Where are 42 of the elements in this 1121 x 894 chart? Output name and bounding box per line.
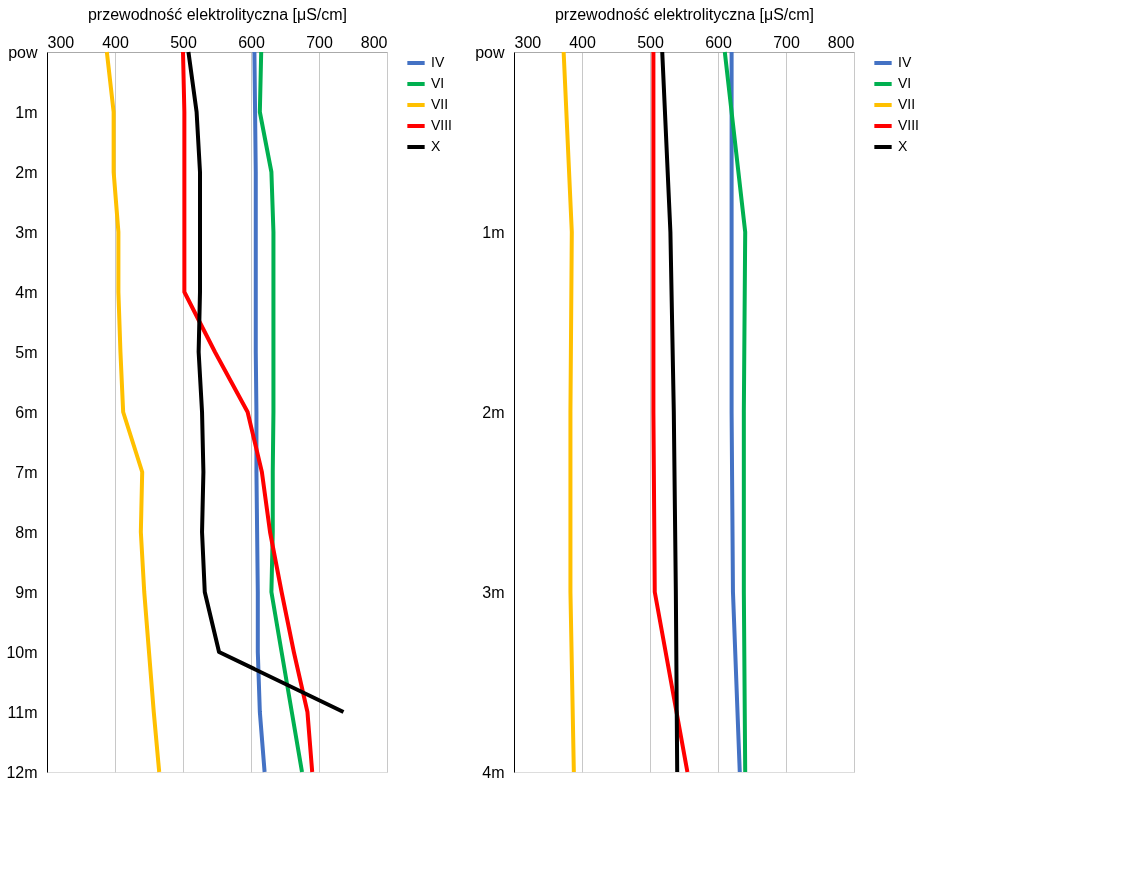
legend-label: VII	[431, 96, 449, 112]
y-tick-label: 2m	[482, 403, 505, 421]
y-tick-label: pow	[475, 43, 505, 61]
y-tick-label: pow	[8, 43, 38, 61]
y-tick-label: 12m	[6, 763, 38, 781]
y-tick-label: 7m	[15, 463, 38, 481]
x-tick-label: 700	[773, 33, 800, 51]
y-tick-label: 3m	[15, 223, 38, 241]
x-axis-title: przewodność elektrolityczna [μS/cm]	[87, 5, 348, 23]
y-tick-label: 11m	[7, 703, 38, 721]
y-tick-label: 8m	[15, 523, 38, 541]
legend-label: IV	[898, 54, 912, 70]
x-tick-label: 600	[238, 33, 265, 51]
x-tick-label: 300	[47, 33, 75, 51]
y-tick-label: 2m	[15, 163, 38, 181]
y-tick-label: 1m	[482, 223, 505, 241]
legend-label: VIII	[898, 117, 920, 133]
y-tick-label: 9m	[15, 583, 38, 601]
x-tick-label: 800	[360, 33, 388, 51]
legend-label: VIII	[431, 117, 453, 133]
x-tick-label: 400	[569, 33, 596, 51]
x-tick-label: 400	[102, 33, 129, 51]
x-tick-label: 500	[637, 33, 664, 51]
x-tick-label: 800	[827, 33, 855, 51]
y-tick-label: 10m	[6, 643, 38, 661]
x-axis-title: przewodność elektrolityczna [μS/cm]	[554, 5, 815, 23]
legend-label: X	[898, 138, 908, 154]
x-tick-label: 700	[306, 33, 333, 51]
y-tick-label: 5m	[15, 343, 38, 361]
y-tick-label: 4m	[482, 763, 505, 781]
x-tick-label: 500	[170, 33, 197, 51]
legend-label: X	[431, 138, 441, 154]
legend-label: IV	[431, 54, 445, 70]
legend-label: VII	[898, 96, 916, 112]
y-tick-label: 4m	[15, 283, 38, 301]
x-tick-label: 300	[514, 33, 542, 51]
y-tick-label: 6m	[15, 403, 38, 421]
legend-label: VI	[431, 75, 445, 91]
y-tick-label: 3m	[482, 583, 505, 601]
y-tick-label: 1m	[15, 103, 38, 121]
x-tick-label: 600	[705, 33, 732, 51]
legend-label: VI	[898, 75, 912, 91]
